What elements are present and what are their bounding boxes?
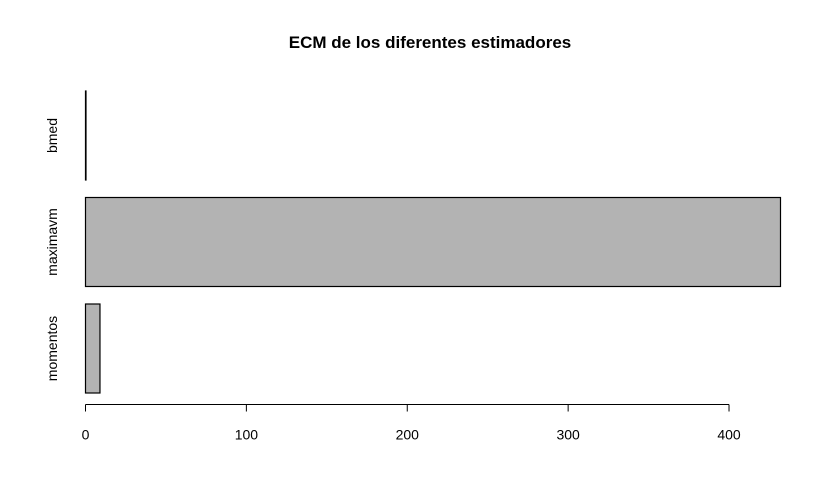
bar-maximavm xyxy=(84,196,782,288)
bar-bmed xyxy=(84,90,87,181)
chart-title: ECM de los diferentes estimadores xyxy=(289,33,571,52)
x-tick-label-0: 0 xyxy=(82,427,90,443)
x-tick-label-200: 200 xyxy=(396,427,420,443)
category-label-momentos: momentos xyxy=(44,316,60,381)
bars-layer xyxy=(84,90,782,394)
x-axis: 0 100 200 300 400 xyxy=(82,404,741,443)
x-tick-label-300: 300 xyxy=(556,427,580,443)
bar-momentos xyxy=(84,303,101,394)
x-tick-label-400: 400 xyxy=(717,427,741,443)
category-label-bmed: bmed xyxy=(44,118,60,153)
category-label-maximavm: maximavm xyxy=(44,208,60,276)
x-tick-label-100: 100 xyxy=(235,427,259,443)
category-labels: bmed maximavm momentos xyxy=(44,118,60,381)
